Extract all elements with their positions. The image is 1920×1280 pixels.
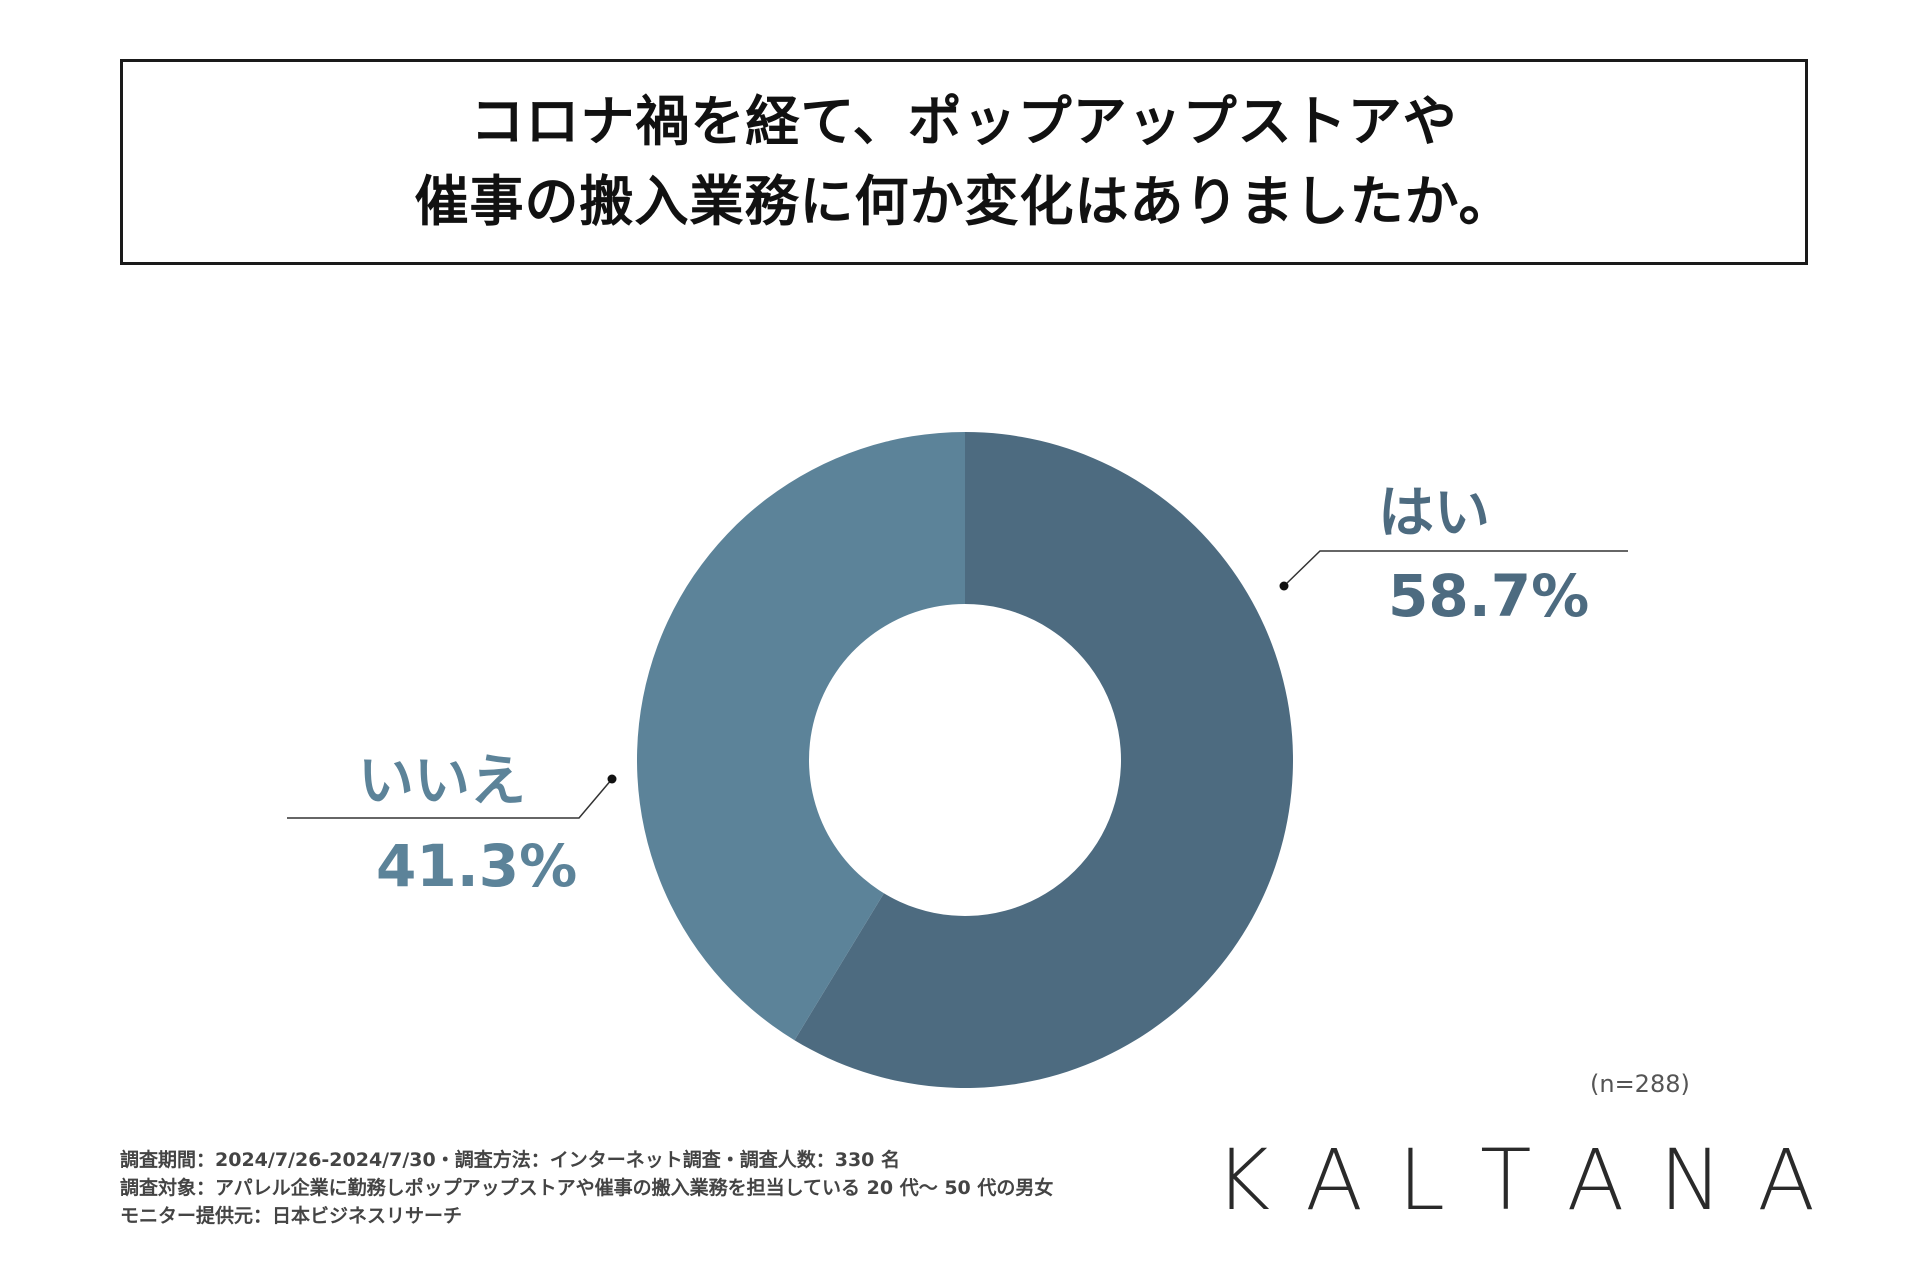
slice-yes <box>794 432 1293 1088</box>
leader-line-no <box>287 778 613 819</box>
category-label-yes: はい <box>1378 481 1490 546</box>
leader-dot-yes <box>1279 581 1289 591</box>
category-label-no: いいえ <box>358 749 526 814</box>
title-line-2: 催事の搬入業務に何か変化はありましたか。 <box>414 170 1514 233</box>
brand-letter: A <box>1305 1130 1363 1229</box>
sample-size: (n=288) <box>1590 1070 1690 1098</box>
title-box: コロナ禍を経て、ポップアップストアや 催事の搬入業務に何か変化はありましたか。 <box>120 59 1808 265</box>
brand-letter: A <box>1566 1130 1625 1229</box>
footnotes: 調査期間：2024/7/26-2024/7/30・調査方法：インターネット調査・… <box>120 1146 1053 1230</box>
footnote-provider: モニター提供元：日本ビジネスリサーチ <box>120 1205 463 1227</box>
footnote-target: 調査対象：アパレル企業に勤務しポップアップストアや催事の搬入業務を担当している … <box>120 1177 1054 1199</box>
brand-letter: L <box>1398 1130 1445 1229</box>
slice-no <box>637 432 965 1041</box>
title-line-1: コロナ禍を経て、ポップアップストアや <box>470 90 1458 153</box>
brand-letter: K <box>1215 1130 1271 1229</box>
leader-dot-no <box>607 774 617 784</box>
brand-letter: T <box>1480 1130 1532 1229</box>
leader-line-yes <box>1283 550 1628 587</box>
percent-label-yes: 58.7% <box>1388 562 1590 630</box>
footnote-period: 調査期間：2024/7/26-2024/7/30・調査方法：インターネット調査・… <box>120 1149 901 1171</box>
brand-letter: N <box>1659 1130 1723 1229</box>
brand-letter: A <box>1757 1130 1815 1229</box>
brand-logo: K A L T A N A <box>1215 1130 1815 1229</box>
percent-label-no: 41.3% <box>376 832 578 900</box>
